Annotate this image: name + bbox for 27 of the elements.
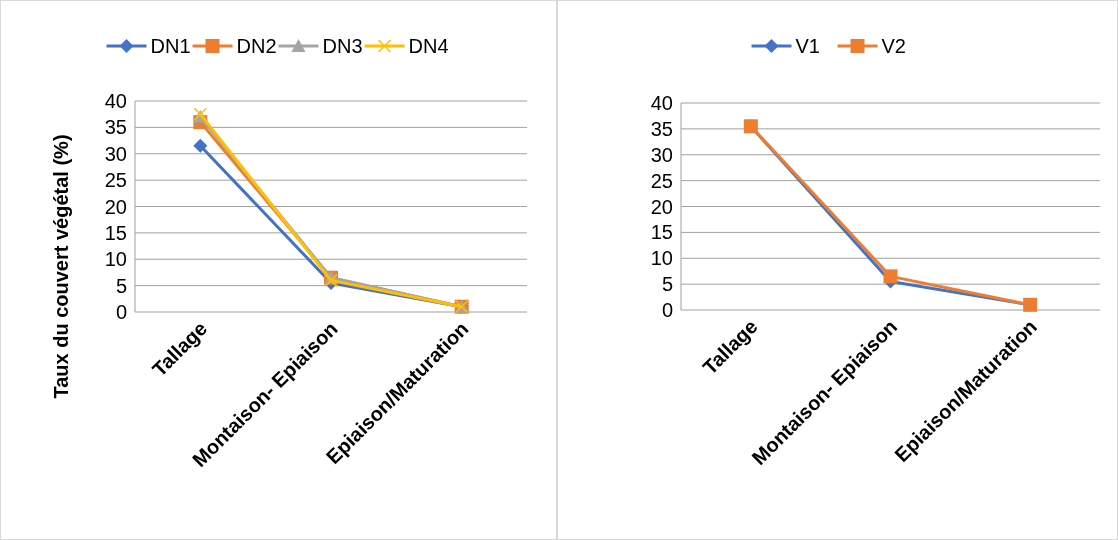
y-tick-label: 20 <box>104 195 127 218</box>
y-tick-label: 40 <box>104 90 127 112</box>
y-tick-label: 15 <box>104 221 127 244</box>
legend-label: V2 <box>881 35 906 57</box>
point <box>883 269 898 284</box>
y-tick-label: 30 <box>650 143 673 166</box>
y-tick-label: 25 <box>650 169 673 192</box>
y-tick-label: 5 <box>115 274 127 297</box>
y-tick-label: 20 <box>650 195 673 218</box>
legend-label: DN3 <box>322 35 363 57</box>
legend-label: V1 <box>795 35 820 57</box>
y-tick-label: 0 <box>115 301 127 323</box>
y-tick-label: 25 <box>104 169 127 192</box>
y-tick-label: 0 <box>661 299 673 321</box>
y-axis-title: Taux du couvert végétal (%) <box>50 134 72 399</box>
y-tick-label: 40 <box>650 92 673 114</box>
y-tick-label: 30 <box>104 142 127 165</box>
y-tick-label: 35 <box>104 116 127 139</box>
legend-label: DN1 <box>150 35 191 57</box>
y-tick-label: 10 <box>650 247 673 270</box>
legend-label: DN4 <box>408 35 449 57</box>
legend-label: DN2 <box>236 35 277 57</box>
y-tick-label: 5 <box>661 273 673 296</box>
point <box>193 138 208 153</box>
y-tick-label: 35 <box>650 117 673 140</box>
y-tick-label: 10 <box>104 248 127 271</box>
y-tick-label: 15 <box>650 221 673 244</box>
